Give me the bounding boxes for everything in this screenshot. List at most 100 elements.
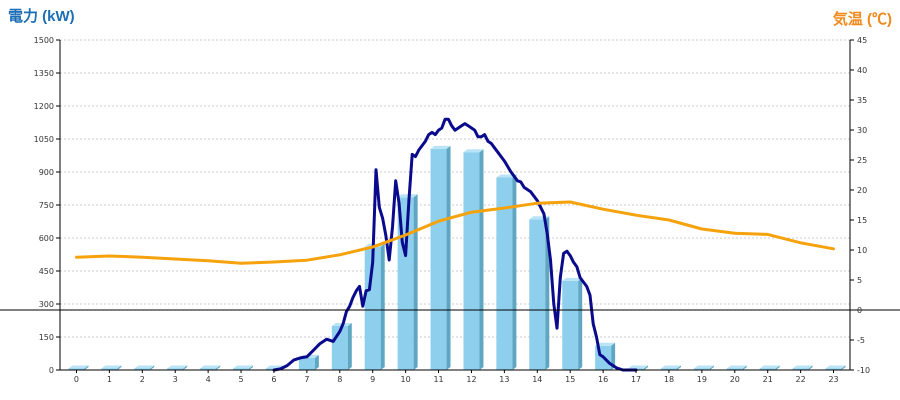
right-tick-label: 10 bbox=[857, 246, 867, 255]
bar-side bbox=[84, 365, 89, 370]
bar-2 bbox=[134, 365, 155, 370]
bar-front bbox=[660, 368, 677, 370]
x-tick-label: 7 bbox=[304, 375, 309, 384]
bar-top bbox=[759, 365, 780, 369]
power-bars bbox=[68, 145, 846, 370]
x-tick-label: 10 bbox=[401, 375, 411, 384]
x-tick-label: 17 bbox=[631, 375, 641, 384]
bar-side bbox=[709, 365, 714, 370]
x-tick-label: 22 bbox=[796, 375, 806, 384]
power-line bbox=[272, 117, 638, 372]
left-tick-label: 1200 bbox=[34, 102, 54, 111]
bar-side bbox=[183, 365, 188, 370]
bar-side bbox=[742, 365, 747, 370]
left-tick-label: 1050 bbox=[34, 135, 54, 144]
left-tick-label: 900 bbox=[39, 168, 54, 177]
left-tick-label: 300 bbox=[39, 300, 54, 309]
bar-14 bbox=[529, 216, 550, 370]
bar-13 bbox=[496, 174, 517, 370]
bar-23 bbox=[825, 365, 846, 370]
x-tick-label: 3 bbox=[173, 375, 178, 384]
bar-9 bbox=[364, 243, 385, 370]
right-tick-label: 25 bbox=[857, 156, 867, 165]
bar-side bbox=[841, 365, 846, 370]
left-axis-title: 電力 (kW) bbox=[8, 7, 75, 25]
bar-3 bbox=[167, 365, 188, 370]
bar-side bbox=[479, 149, 484, 370]
x-tick-label: 2 bbox=[140, 375, 145, 384]
right-tick-label: 20 bbox=[857, 186, 867, 195]
right-tick-label: 35 bbox=[857, 96, 867, 105]
bar-top bbox=[134, 365, 155, 369]
bar-side bbox=[150, 365, 155, 370]
bar-top bbox=[430, 145, 451, 149]
bar-top bbox=[463, 149, 484, 153]
bar-top bbox=[628, 365, 649, 369]
x-tick-label: 15 bbox=[565, 375, 575, 384]
bar-19 bbox=[693, 365, 714, 370]
x-tick-label: 13 bbox=[499, 375, 509, 384]
bar-side bbox=[446, 145, 451, 370]
bar-front bbox=[233, 368, 250, 370]
bar-20 bbox=[726, 365, 747, 370]
bar-top bbox=[397, 194, 418, 198]
bar-11 bbox=[430, 145, 451, 370]
x-tick-label: 19 bbox=[697, 375, 707, 384]
bar-18 bbox=[660, 365, 681, 370]
bar-front bbox=[364, 246, 381, 370]
bar-side bbox=[413, 194, 418, 370]
bar-side bbox=[676, 365, 681, 370]
bar-front bbox=[463, 152, 480, 370]
bar-4 bbox=[200, 365, 221, 370]
bar-front bbox=[529, 219, 546, 370]
x-tick-label: 14 bbox=[532, 375, 542, 384]
bar-side bbox=[545, 216, 550, 370]
bar-top bbox=[825, 365, 846, 369]
bar-side bbox=[314, 354, 319, 370]
bar-side bbox=[808, 365, 813, 370]
right-tick-label: 30 bbox=[857, 126, 867, 135]
bar-front bbox=[134, 368, 151, 370]
x-tick-label: 16 bbox=[598, 375, 608, 384]
right-tick-label: 40 bbox=[857, 66, 867, 75]
x-tick-label: 1 bbox=[107, 375, 112, 384]
bar-top bbox=[233, 365, 254, 369]
bar-top bbox=[562, 277, 583, 281]
right-tick-label: 15 bbox=[857, 216, 867, 225]
x-tick-label: 4 bbox=[206, 375, 211, 384]
bar-top bbox=[68, 365, 89, 369]
bar-front bbox=[430, 148, 447, 370]
bar-top bbox=[726, 365, 747, 369]
bar-front bbox=[825, 368, 842, 370]
left-tick-label: 150 bbox=[39, 333, 54, 342]
bar-top bbox=[167, 365, 188, 369]
bar-side bbox=[644, 365, 649, 370]
bar-front bbox=[200, 368, 217, 370]
bar-15 bbox=[562, 277, 583, 370]
x-tick-label: 12 bbox=[466, 375, 476, 384]
x-tick-label: 18 bbox=[664, 375, 674, 384]
bar-front bbox=[68, 368, 85, 370]
x-tick-label: 20 bbox=[730, 375, 740, 384]
bar-top bbox=[660, 365, 681, 369]
bar-front bbox=[693, 368, 710, 370]
bar-top bbox=[101, 365, 122, 369]
bar-side bbox=[611, 342, 616, 370]
bar-side bbox=[775, 365, 780, 370]
bar-21 bbox=[759, 365, 780, 370]
bar-top bbox=[792, 365, 813, 369]
x-tick-label: 21 bbox=[763, 375, 773, 384]
right-tick-label: 0 bbox=[857, 306, 862, 315]
bar-front bbox=[167, 368, 184, 370]
bar-1 bbox=[101, 365, 122, 370]
bar-side bbox=[117, 365, 122, 370]
bar-side bbox=[380, 243, 385, 370]
bar-front bbox=[496, 177, 513, 370]
left-tick-label: 600 bbox=[39, 234, 54, 243]
bar-front bbox=[298, 357, 315, 370]
x-tick-label: 6 bbox=[271, 375, 276, 384]
right-tick-label: 45 bbox=[857, 36, 867, 45]
temperature-line bbox=[75, 200, 835, 265]
bar-22 bbox=[792, 365, 813, 370]
